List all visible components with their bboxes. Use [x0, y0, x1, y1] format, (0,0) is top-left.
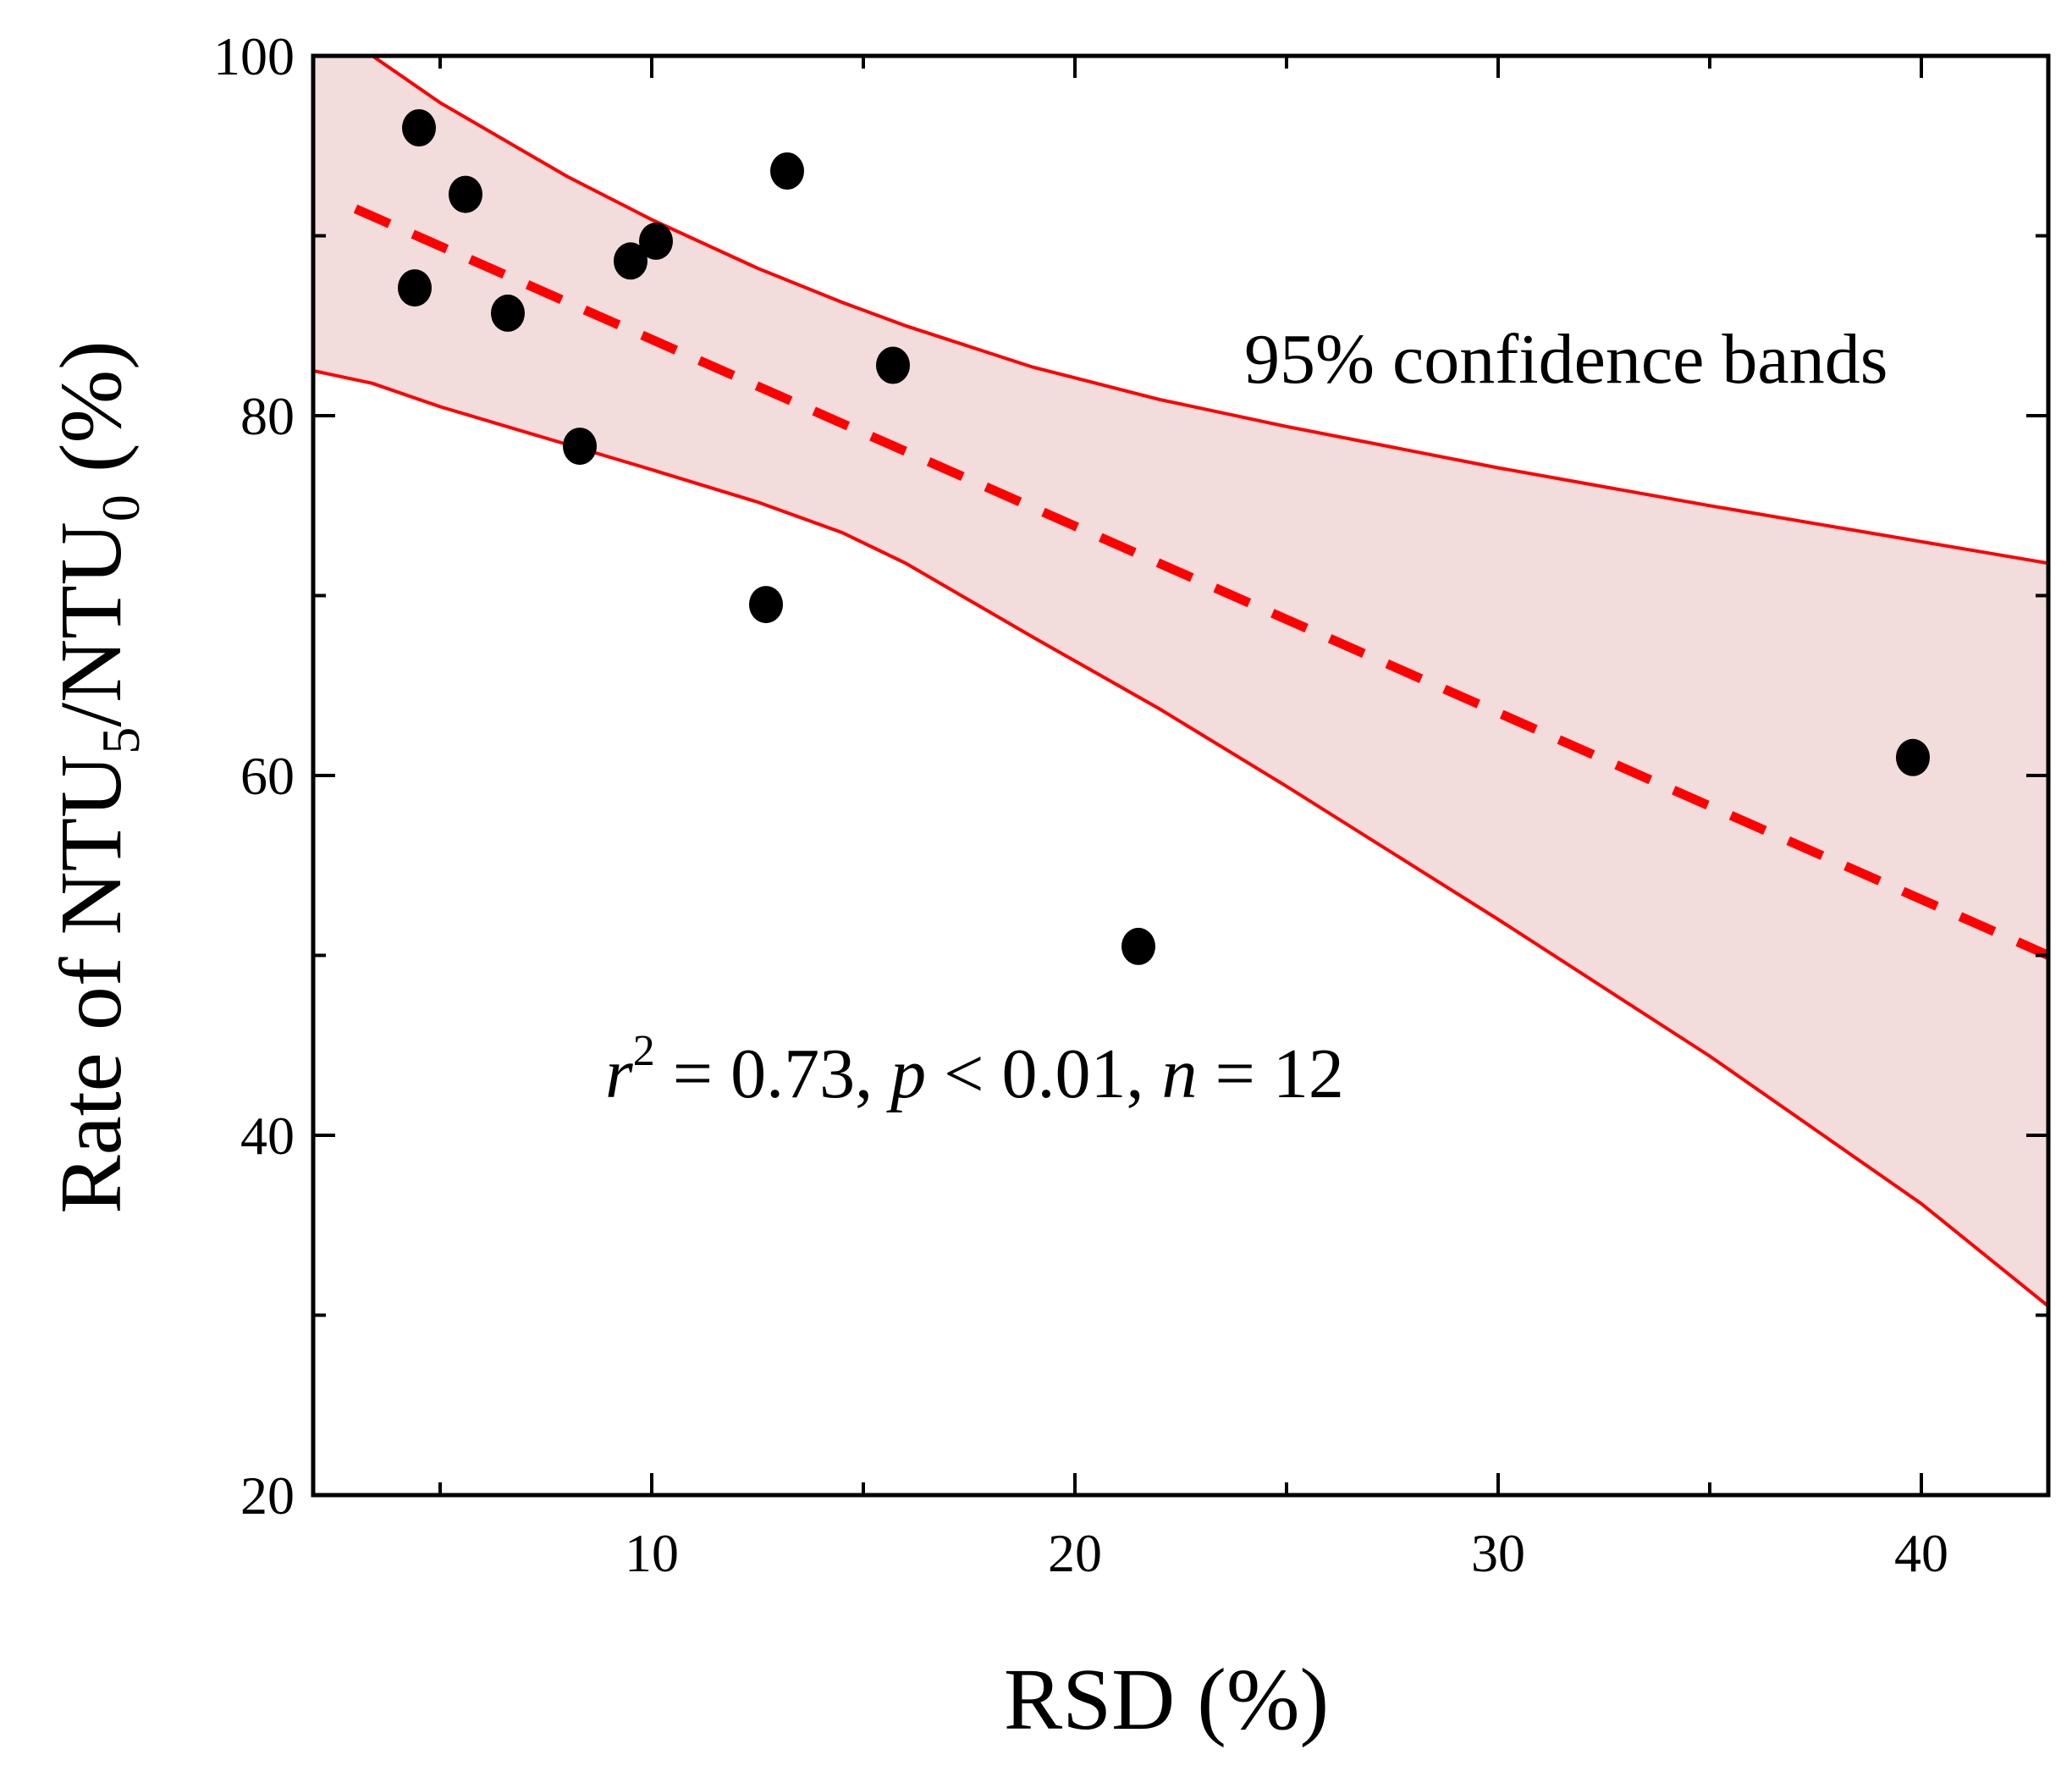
- x-axis-title: RSD (%): [1004, 1651, 1329, 1748]
- x-tick-label: 10: [625, 1523, 679, 1583]
- confidence-band-label: 95% confidence bands: [1244, 320, 1887, 399]
- y-tick-label: 80: [240, 386, 295, 446]
- data-point: [449, 175, 482, 213]
- data-point: [563, 428, 597, 466]
- y-axis-title: Rate of NTU5/NTU0 (%): [42, 340, 151, 1214]
- data-point: [398, 269, 432, 307]
- y-tick-label: 100: [213, 26, 295, 86]
- data-point: [749, 586, 783, 624]
- data-point: [402, 109, 436, 146]
- axis-ticks: [313, 54, 2048, 1497]
- stat-r: r: [605, 1035, 633, 1113]
- regression-stats: r2 = 0.73, p < 0.01, n = 12: [605, 1027, 1344, 1113]
- y-tick-label: 40: [240, 1106, 295, 1166]
- x-tick-label: 20: [1048, 1523, 1102, 1583]
- confidence-band-upper-line: [361, 56, 2048, 566]
- data-point: [491, 294, 525, 332]
- y-axis-title-subscript-5: 5: [91, 727, 151, 754]
- stat-p: p: [886, 1035, 926, 1113]
- x-tick-label: 40: [1894, 1523, 1948, 1583]
- confidence-band-lower-line: [313, 368, 2048, 1308]
- confidence-band-fill: [313, 56, 2048, 1306]
- data-point: [614, 242, 648, 280]
- data-point: [1121, 927, 1155, 965]
- stat-n: n: [1161, 1035, 1197, 1113]
- axis-tick-labels: 10 20 30 40 20 40 60 80 100: [213, 26, 1948, 1583]
- stat-r-superscript: 2: [633, 1027, 655, 1075]
- y-tick-label: 60: [240, 746, 295, 806]
- y-axis-title-suffix: (%): [42, 340, 140, 494]
- data-point: [770, 152, 804, 190]
- data-point: [1896, 738, 1930, 776]
- data-point: [639, 222, 673, 260]
- stat-p-value: < 0.01,: [926, 1035, 1161, 1113]
- stat-n-value: = 12: [1197, 1035, 1343, 1113]
- y-axis-title-mid: /NTU: [42, 522, 140, 727]
- data-points: [398, 109, 1930, 965]
- x-tick-label: 30: [1471, 1523, 1525, 1583]
- y-tick-label: 20: [240, 1465, 295, 1526]
- y-axis-title-subscript-0: 0: [91, 494, 151, 522]
- data-point: [876, 346, 910, 384]
- stat-r-value: = 0.73,: [655, 1035, 890, 1113]
- y-axis-title-prefix: Rate of NTU: [42, 754, 140, 1214]
